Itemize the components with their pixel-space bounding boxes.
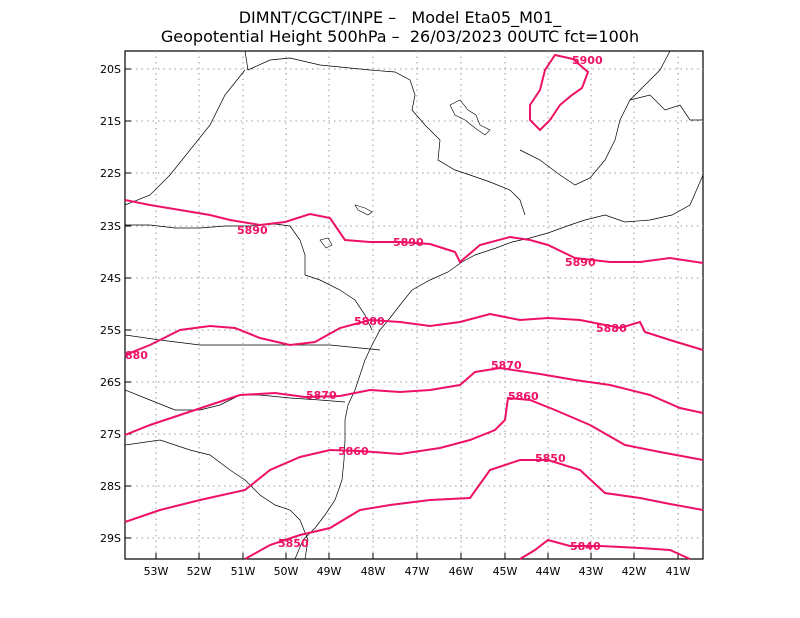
state-border (519, 50, 671, 186)
contour-label: 5860 (338, 445, 369, 458)
plot-frame (124, 50, 704, 560)
contour-label: 5880 (596, 322, 627, 335)
lon-label: 53W (144, 565, 169, 578)
lon-label: 46W (449, 565, 474, 578)
state-border (244, 50, 526, 216)
lakes-rivers (319, 99, 491, 249)
contour-label: 5890 (393, 236, 424, 249)
state-border (125, 223, 373, 331)
contour-labels: 5900 5890 5890 5890 880 5880 5880 5870 5… (125, 54, 627, 553)
lon-label: 52W (187, 565, 212, 578)
contour-label: 5850 (278, 537, 309, 550)
contour-label: 5870 (306, 389, 337, 402)
contour-label: 5850 (535, 452, 566, 465)
lon-label: 48W (361, 565, 386, 578)
reservoir (449, 99, 491, 136)
lon-label: 49W (317, 565, 342, 578)
lat-label: 22S (100, 167, 121, 180)
contour-5900 (529, 53, 590, 132)
lat-label: 27S (100, 428, 121, 441)
lon-label: 45W (493, 565, 518, 578)
coastline (294, 174, 704, 560)
lon-label: 42W (622, 565, 647, 578)
axis-ticks (125, 68, 679, 559)
lat-label: 21S (100, 115, 121, 128)
map-title-line2: Geopotential Height 500hPa – 26/03/2023 … (160, 27, 640, 46)
state-border (629, 94, 703, 121)
contour-label: 880 (125, 349, 148, 362)
lat-label: 28S (100, 480, 121, 493)
lat-label: 24S (100, 272, 121, 285)
lat-lon-grid (125, 51, 703, 559)
contour-5870 (124, 366, 704, 436)
contour-label: 5890 (565, 256, 596, 269)
contour-lines (124, 53, 704, 560)
lon-label: 51W (231, 565, 256, 578)
contour-5890 (124, 199, 704, 264)
contour-label: 5900 (572, 54, 603, 67)
reservoir (354, 204, 373, 216)
contour-5840 (519, 538, 691, 560)
contour-label: 5870 (491, 359, 522, 372)
lon-label: 41W (666, 565, 691, 578)
contour-label: 5880 (354, 315, 385, 328)
map-title-line1: DIMNT/CGCT/INPE – Model Eta05_M01_ (238, 8, 562, 27)
contour-label: 5860 (508, 390, 539, 403)
lat-label: 20S (100, 63, 121, 76)
coastline-borders (124, 50, 704, 560)
lat-label: 26S (100, 376, 121, 389)
contour-label: 5840 (570, 540, 601, 553)
lat-label: 29S (100, 532, 121, 545)
contour-5850 (244, 459, 704, 560)
latitude-labels: 20S 21S 22S 23S 24S 25S 26S 27S 28S 29S (100, 63, 121, 545)
lon-label: 43W (579, 565, 604, 578)
contour-5860 (124, 396, 704, 523)
lon-label: 44W (536, 565, 561, 578)
lon-label: 50W (274, 565, 299, 578)
contour-5880 (124, 312, 704, 356)
country-border (124, 439, 309, 560)
lat-label: 23S (100, 220, 121, 233)
longitude-labels: 53W 52W 51W 50W 49W 48W 47W 46W 45W 44W … (144, 565, 691, 578)
lon-label: 47W (405, 565, 430, 578)
state-border (124, 334, 381, 351)
state-border (124, 389, 346, 411)
lat-label: 25S (100, 324, 121, 337)
state-border (124, 69, 246, 206)
reservoir (319, 237, 333, 249)
contour-label: 5890 (237, 224, 268, 237)
